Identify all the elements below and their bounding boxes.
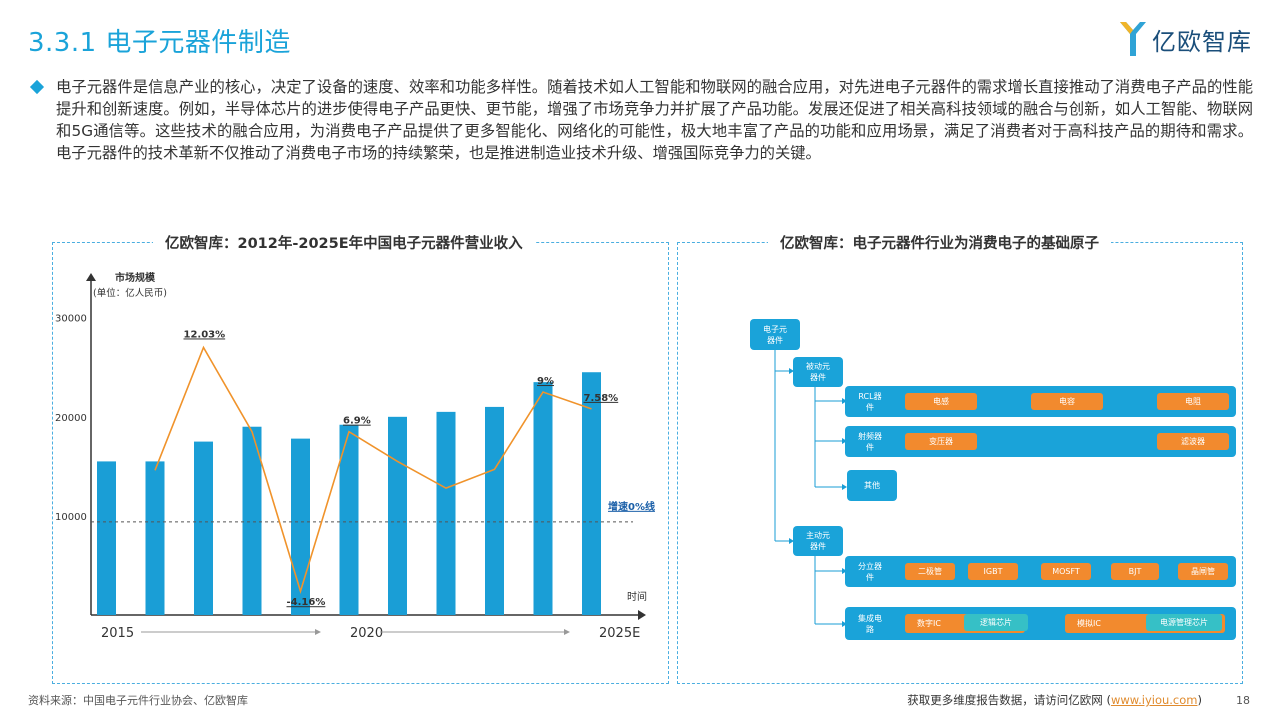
node-electronic-components: 电子元 器件 (750, 319, 800, 350)
x-tick-label: 2020 (350, 626, 383, 641)
node-active-components: 主动元 器件 (793, 526, 843, 556)
revenue-bar (582, 372, 601, 615)
growth-data-label: 12.03% (184, 329, 226, 340)
node-discrete: 分立器 件 (858, 561, 882, 582)
revenue-bar (388, 416, 407, 615)
y-tick-label: 20000 (55, 413, 87, 424)
revenue-bar (97, 461, 116, 615)
y-axis-unit: (单位：亿人民币) (93, 287, 167, 299)
chip-mosfet: MOSFT (1041, 563, 1091, 580)
growth-data-label: 9% (537, 376, 554, 387)
y-axis-arrow (86, 273, 96, 281)
footer-cta-end: ) (1197, 693, 1203, 707)
growth-data-label: 6.9% (343, 416, 371, 427)
node-passive-components: 被动元 器件 (793, 357, 843, 387)
component-hierarchy-panel: 亿欧智库：电子元器件行业为消费电子的基础原子 电子元 器件 (677, 232, 1243, 684)
chip-transformer: 变压器 (905, 433, 977, 450)
brand-logo[interactable]: 亿欧智库 (1118, 18, 1252, 60)
node-rf: 射频器 件 (858, 431, 882, 452)
chip-inductor: 电感 (905, 393, 977, 410)
intro-paragraph: 电子元器件是信息产业的核心，决定了设备的速度、效率和功能多样性。随着技术如人工智… (28, 76, 1253, 164)
revenue-bar (339, 424, 359, 615)
node-ic: 集成电 路 (858, 613, 882, 634)
chip-filter: 滤波器 (1157, 433, 1229, 450)
source-note: 资料来源：中国电子元件行业协会、亿欧智库 (28, 694, 248, 707)
revenue-bar (242, 426, 262, 615)
revenue-bar (291, 438, 310, 615)
y-axis-title: 市场规模 (115, 271, 156, 284)
x-tick-label: 2025E (599, 626, 640, 641)
revenue-bar (533, 382, 553, 615)
y-tick-label: 10000 (55, 512, 87, 523)
x-range-arrow-2-head (564, 629, 570, 635)
chip-logic-chip: 逻辑芯片 (964, 614, 1028, 631)
intro-text: 电子元器件是信息产业的核心，决定了设备的速度、效率和功能多样性。随着技术如人工智… (56, 78, 1253, 162)
revenue-chart-title: 亿欧智库：2012年-2025E年中国电子元器件营业收入 (153, 232, 535, 253)
node-rcl: RCL器 件 (858, 391, 882, 412)
chip-capacitor: 电容 (1031, 393, 1103, 410)
revenue-chart-panel: 亿欧智库：2012年-2025E年中国电子元器件营业收入 市场规模 (单位：亿人民… (52, 232, 669, 684)
x-tick-label: 2015 (101, 626, 134, 641)
logo-icon (1120, 22, 1146, 56)
chip-thyristor: 晶闸管 (1178, 563, 1228, 580)
chip-igbt: IGBT (968, 563, 1018, 580)
x-axis-arrow (638, 610, 646, 620)
footer-cta-text: 获取更多维度报告数据，请访问亿欧网 ( (907, 693, 1111, 707)
zero-growth-label: 增速0%线 (608, 500, 655, 513)
y-tick-label: 30000 (55, 314, 87, 325)
page-title: 3.3.1 电子元器件制造 (28, 28, 291, 58)
revenue-chart: 市场规模 (单位：亿人民币) 时间 10000 20000 30000 增速0%线 12.03… (55, 271, 655, 641)
revenue-bar (145, 461, 165, 615)
revenue-bar (485, 406, 504, 615)
page-number: 18 (1236, 694, 1250, 707)
chip-resistor: 电阻 (1157, 393, 1229, 410)
bullet-diamond-icon (29, 79, 45, 95)
node-other: 其他 (847, 470, 897, 501)
x-axis-title: 时间 (627, 590, 647, 603)
growth-rate-line (154, 345, 592, 594)
hierarchy-title: 亿欧智库：电子元器件行业为消费电子的基础原子 (768, 232, 1111, 253)
footer-cta: 获取更多维度报告数据，请访问亿欧网 (www.iyiou.com) (907, 692, 1202, 708)
growth-data-label: 7.58% (584, 393, 619, 404)
x-range-arrow-1-head (315, 629, 321, 635)
hierarchy-connectors (774, 350, 847, 627)
logo-text: 亿欧智库 (1152, 27, 1252, 56)
revenue-bar (436, 411, 456, 615)
chip-power-management-chip: 电源管理芯片 (1146, 614, 1222, 631)
growth-data-label: -4.16% (287, 597, 326, 608)
footer-link[interactable]: www.iyiou.com (1110, 693, 1198, 707)
revenue-bar (194, 441, 213, 615)
chip-diode: 二极管 (905, 563, 955, 580)
chip-bjt: BJT (1111, 563, 1159, 580)
